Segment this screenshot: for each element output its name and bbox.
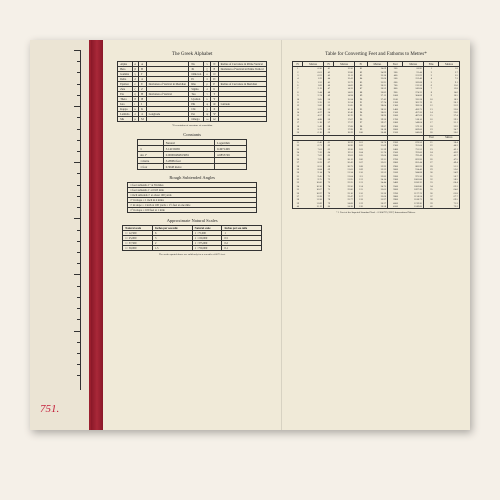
scales-footnote: The scales quoted above are valid only f… bbox=[113, 253, 271, 256]
open-book: 751. The Greek Alphabet AlphaαANuνNRadiu… bbox=[30, 40, 470, 430]
greek-footnote: *For notation of curvature of a meridian bbox=[113, 124, 271, 127]
greek-alphabet-table: AlphaαANuνNRadius of Curvature in Prime … bbox=[117, 61, 267, 122]
conversion-footnote: * 1 Foot of the Imperial Standard Yard =… bbox=[292, 211, 460, 214]
constants-title: Constants bbox=[113, 132, 271, 137]
left-fold-flap: 751. bbox=[30, 40, 91, 430]
conversion-table: FtMetresFtMetresFtMetresFeetMetresFmsMet… bbox=[292, 61, 460, 209]
scales-title: Approximate Natural Scales bbox=[113, 218, 271, 223]
lot-number: 751. bbox=[40, 403, 59, 415]
angles-table: 1 foot subtends 1" at 39 miles1 foot sub… bbox=[127, 182, 257, 213]
greek-alphabet-title: The Greek Alphabet bbox=[113, 52, 271, 57]
right-page: Table for Converting Feet and Fathoms to… bbox=[282, 40, 470, 430]
scale-ruler bbox=[60, 50, 81, 390]
scales-table: Natural scaleInches per sea mileNatural … bbox=[122, 225, 262, 251]
angles-title: Rough Subtended Angles bbox=[113, 175, 271, 180]
book-spine bbox=[91, 40, 103, 430]
constants-table: NaturalLogarithmπ3.141592650.4971499sin … bbox=[137, 139, 247, 170]
conversion-title: Table for Converting Feet and Fathoms to… bbox=[292, 52, 460, 57]
left-page: The Greek Alphabet AlphaαANuνNRadius of … bbox=[103, 40, 282, 430]
